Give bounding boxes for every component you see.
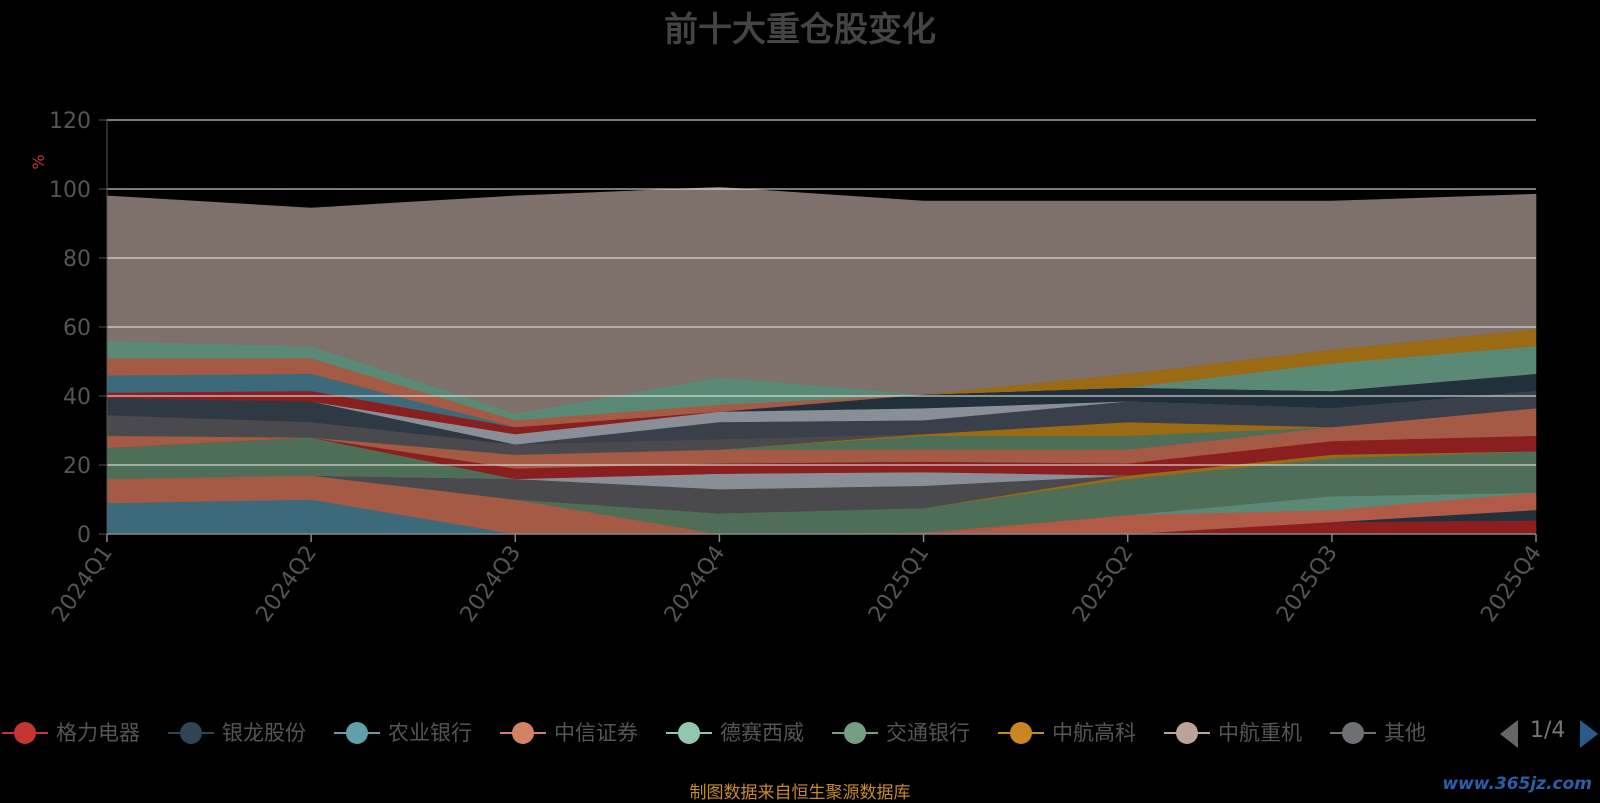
x-tick-label: 2024Q4 (660, 541, 731, 627)
legend-marker-icon (832, 721, 878, 744)
x-axis: 2024Q1 2024Q2 2024Q3 2024Q4 2025Q1 2025Q2 2025… (47, 533, 1547, 627)
legend-next-page-button[interactable] (1580, 720, 1598, 748)
legend-page-indicator: 1/4 (1530, 718, 1566, 743)
legend-marker-icon (1330, 721, 1376, 744)
legend-label: 中航重机 (1218, 720, 1302, 745)
legend-marker-icon (1164, 721, 1210, 744)
legend-item[interactable]: 银龙股份 (166, 712, 306, 752)
area-series-26 (106, 186, 1537, 414)
legend-marker-icon (168, 721, 214, 744)
y-tick-label: 20 (63, 454, 91, 479)
legend-item[interactable]: 格力电器 (0, 712, 140, 752)
y-axis-unit: % (29, 154, 48, 169)
legend-item[interactable]: 农业银行 (332, 712, 472, 752)
y-tick-label: 80 (63, 247, 91, 272)
legend-marker-icon (2, 721, 48, 744)
legend-label: 格力电器 (56, 720, 140, 745)
y-axis: 0 20 40 60 80 100 120 (49, 109, 108, 548)
legend-item[interactable]: 中信证券 (498, 712, 638, 752)
legend-prev-page-button[interactable] (1500, 720, 1518, 748)
legend-pager: 1/4 (1500, 712, 1600, 752)
legend-label: 德赛西威 (720, 720, 804, 745)
y-tick-label: 120 (49, 109, 91, 134)
legend-label: 银龙股份 (222, 720, 306, 745)
x-tick-label: 2024Q3 (456, 541, 527, 627)
watermark: www.365jz.com (1442, 774, 1592, 794)
legend-label: 中信证券 (554, 720, 638, 745)
legend-marker-icon (666, 721, 712, 744)
legend-marker-icon (500, 721, 546, 744)
legend-item[interactable]: 其他 (1328, 712, 1426, 752)
x-tick-label: 2024Q2 (251, 541, 322, 627)
chart-grid (107, 119, 1536, 466)
legend-marker-icon (998, 721, 1044, 744)
y-tick-label: 100 (49, 178, 91, 203)
legend-item[interactable]: 中航高科 (996, 712, 1136, 752)
chart-legend: 格力电器 银龙股份 农业银行 中信证券 德赛西威 交通银行 中航高科 中航重机 其他 (0, 712, 1478, 752)
legend-label: 农业银行 (388, 720, 472, 745)
x-tick-label: 2024Q1 (47, 541, 118, 627)
legend-label: 其他 (1384, 720, 1426, 745)
legend-label: 交通银行 (886, 720, 970, 745)
x-tick-label: 2025Q2 (1068, 541, 1139, 627)
chart-areas (106, 186, 1537, 535)
x-tick-label: 2025Q3 (1272, 541, 1343, 627)
x-tick-label: 2025Q1 (864, 541, 935, 627)
legend-item[interactable]: 交通银行 (830, 712, 970, 752)
legend-label: 中航高科 (1052, 720, 1136, 745)
y-tick-label: 40 (63, 385, 91, 410)
chart-title: 前十大重仓股变化 (664, 10, 936, 50)
legend-marker-icon (334, 721, 380, 744)
data-source-note: 制图数据来自恒生聚源数据库 (689, 783, 911, 803)
x-tick-label: 2025Q4 (1476, 541, 1547, 627)
legend-item[interactable]: 中航重机 (1162, 712, 1302, 752)
legend-item[interactable]: 德赛西威 (664, 712, 804, 752)
y-tick-label: 0 (77, 523, 91, 548)
y-tick-label: 60 (63, 316, 91, 341)
